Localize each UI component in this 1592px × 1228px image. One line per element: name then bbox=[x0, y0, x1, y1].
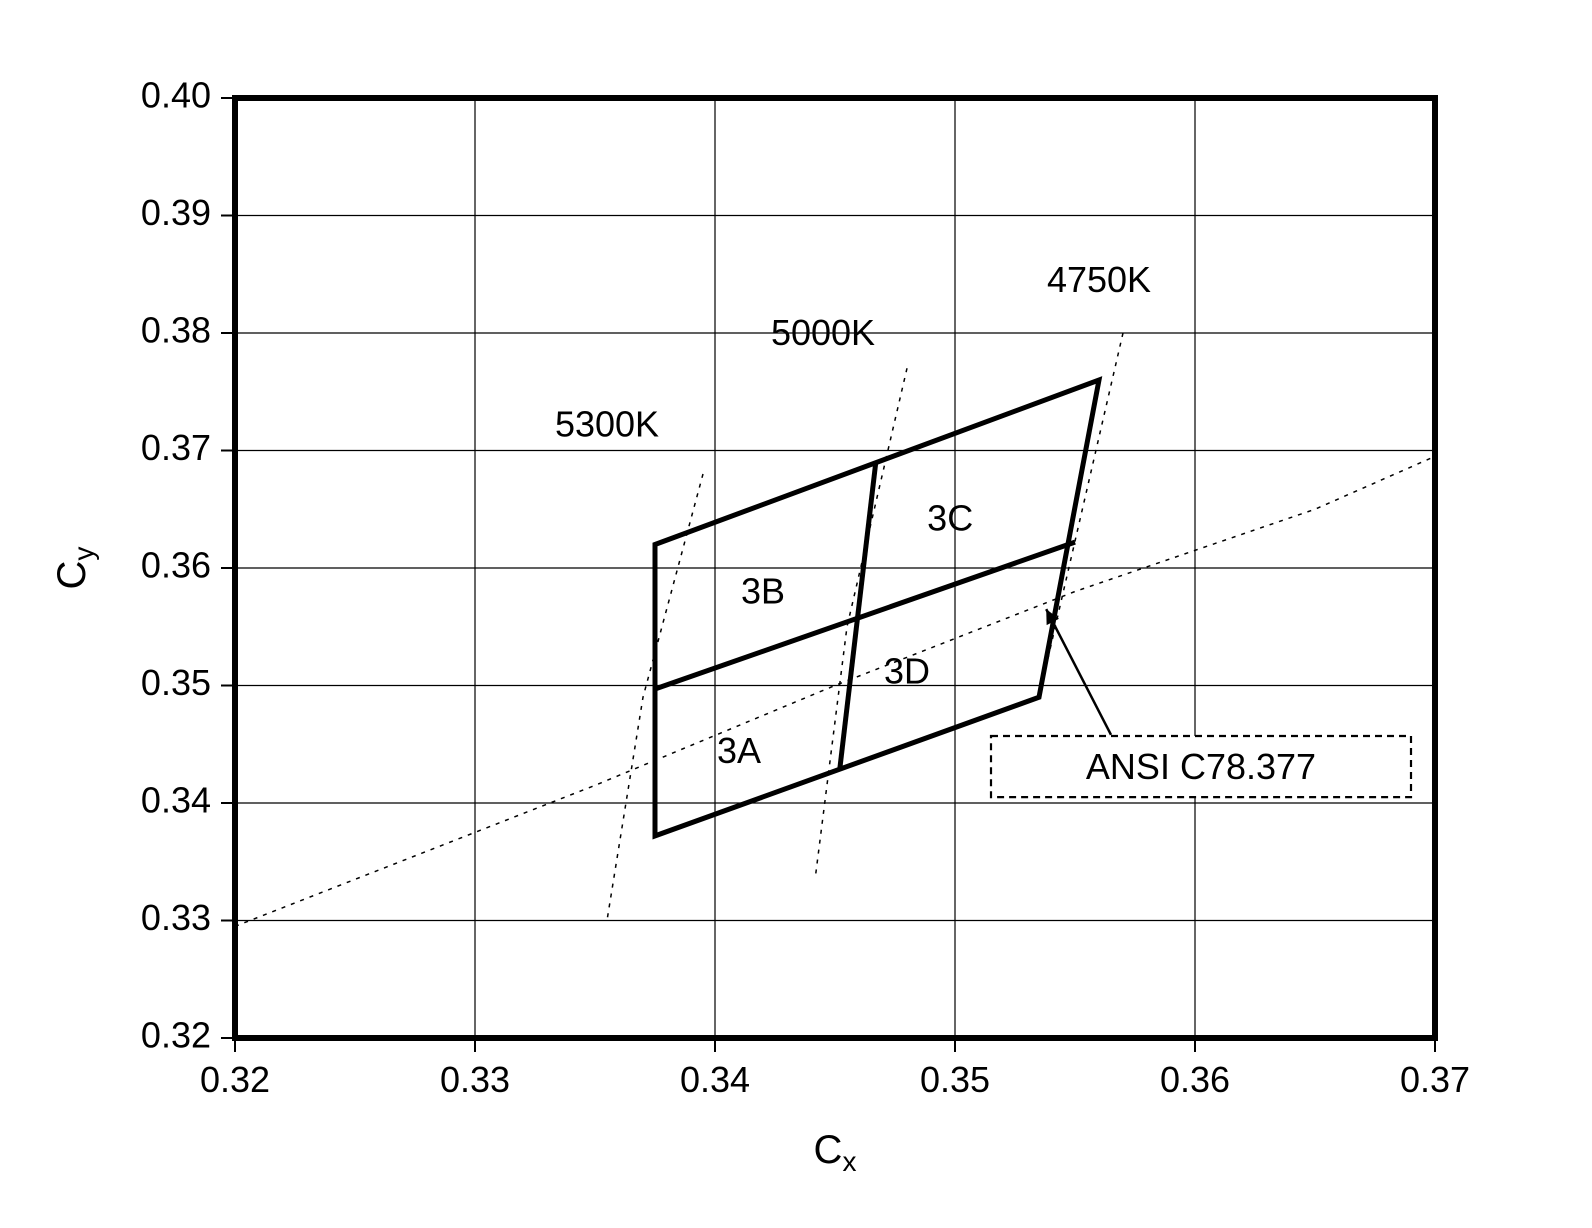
y-tick-label: 0.39 bbox=[141, 192, 211, 233]
x-tick-label: 0.34 bbox=[680, 1059, 750, 1100]
iso-temp-label: 5000K bbox=[771, 312, 875, 353]
y-tick-label: 0.36 bbox=[141, 545, 211, 586]
chart-bg bbox=[0, 0, 1592, 1228]
y-tick-label: 0.40 bbox=[141, 75, 211, 116]
callout-label: ANSI C78.377 bbox=[1086, 746, 1316, 787]
chromaticity-chart: 5300K5000K4750K3B3C3A3DANSI C78.3770.320… bbox=[0, 0, 1592, 1228]
y-tick-label: 0.38 bbox=[141, 310, 211, 351]
iso-temp-label: 4750K bbox=[1047, 259, 1151, 300]
y-tick-label: 0.35 bbox=[141, 662, 211, 703]
x-tick-label: 0.36 bbox=[1160, 1059, 1230, 1100]
region-label: 3D bbox=[884, 650, 930, 691]
y-tick-label: 0.37 bbox=[141, 427, 211, 468]
region-label: 3B bbox=[741, 570, 785, 611]
x-tick-label: 0.32 bbox=[200, 1059, 270, 1100]
chart-container: 5300K5000K4750K3B3C3A3DANSI C78.3770.320… bbox=[0, 0, 1592, 1228]
x-tick-label: 0.33 bbox=[440, 1059, 510, 1100]
x-tick-label: 0.37 bbox=[1400, 1059, 1470, 1100]
y-tick-label: 0.33 bbox=[141, 897, 211, 938]
region-label: 3A bbox=[717, 730, 761, 771]
y-tick-label: 0.32 bbox=[141, 1015, 211, 1056]
x-tick-label: 0.35 bbox=[920, 1059, 990, 1100]
y-tick-label: 0.34 bbox=[141, 780, 211, 821]
iso-temp-label: 5300K bbox=[555, 403, 659, 444]
region-label: 3C bbox=[927, 498, 973, 539]
